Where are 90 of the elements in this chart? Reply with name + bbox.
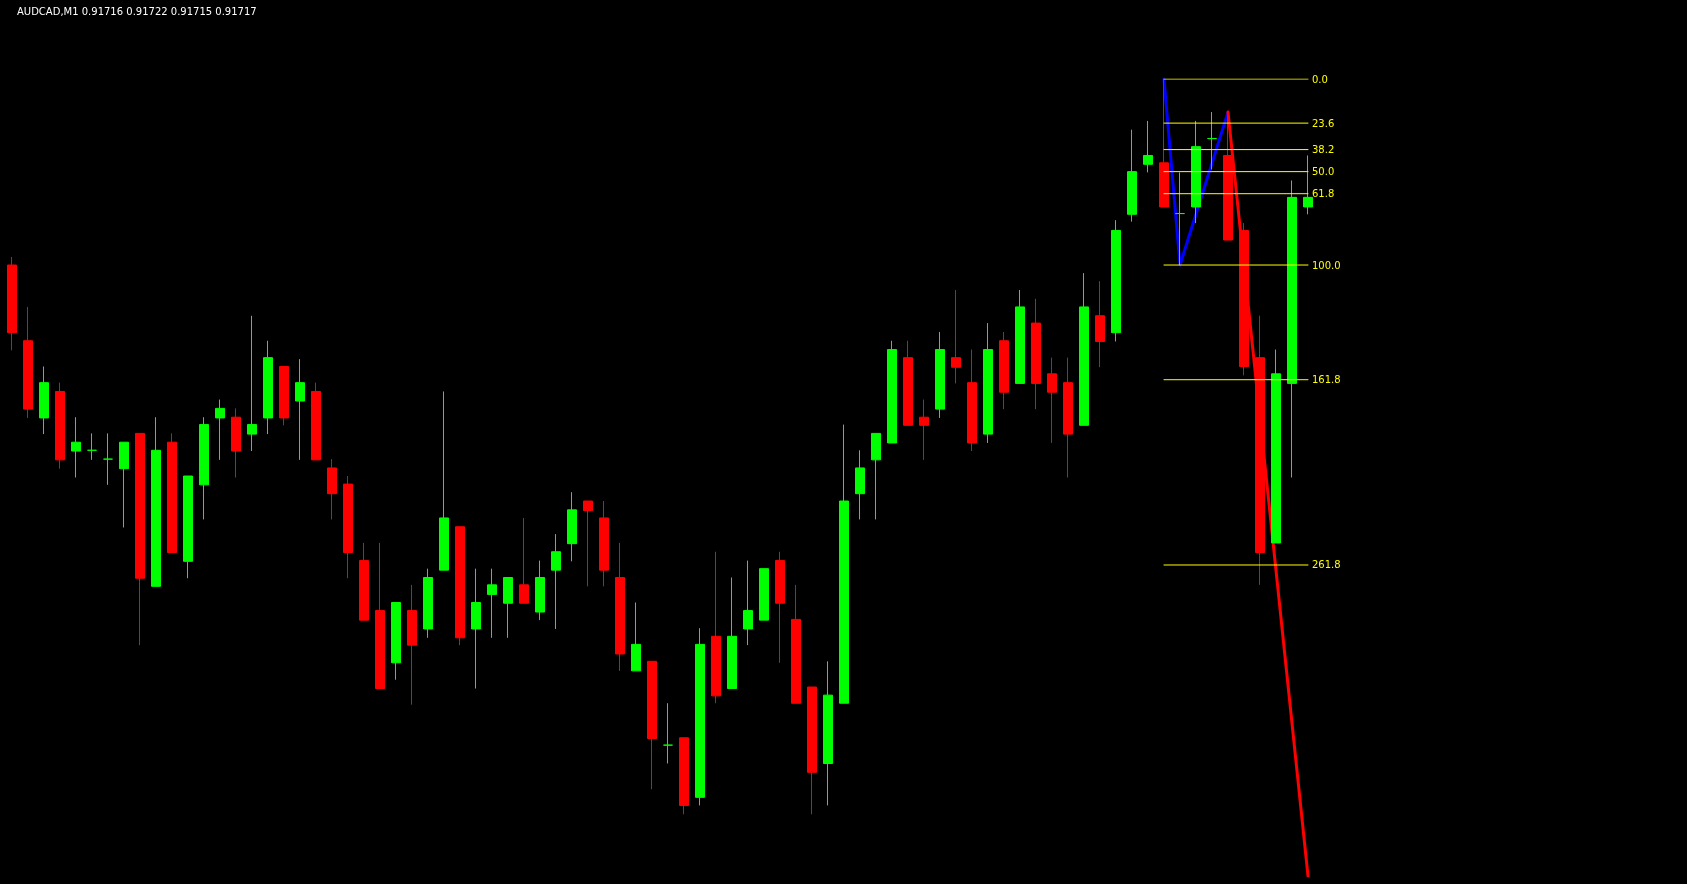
candlestick bbox=[759, 568, 769, 621]
candlestick bbox=[983, 322, 993, 444]
candlestick bbox=[599, 500, 609, 587]
candlestick bbox=[631, 601, 641, 672]
candlestick bbox=[295, 358, 305, 461]
candlestick bbox=[103, 432, 113, 486]
candlestick bbox=[535, 560, 545, 621]
candlestick bbox=[1303, 154, 1313, 215]
candlestick bbox=[567, 491, 577, 562]
candlestick bbox=[1191, 120, 1201, 224]
candlestick bbox=[375, 542, 385, 690]
series-label: 38.2 bbox=[1312, 144, 1335, 156]
candlestick bbox=[279, 365, 289, 426]
candlestick bbox=[119, 441, 129, 528]
candlestick bbox=[1127, 129, 1137, 223]
series-label: 100.0 bbox=[1312, 259, 1341, 271]
candlestick bbox=[583, 500, 593, 587]
candlestick bbox=[663, 702, 673, 765]
candlestick bbox=[519, 517, 529, 604]
candlestick bbox=[871, 432, 881, 520]
candlestick bbox=[887, 340, 897, 444]
candlestick bbox=[1287, 179, 1297, 478]
candlestick bbox=[1175, 171, 1185, 266]
candlestick bbox=[1239, 222, 1249, 376]
candlestick bbox=[775, 551, 785, 664]
series-label: 161.8 bbox=[1312, 374, 1341, 386]
candlestick bbox=[1143, 120, 1153, 173]
candlestick bbox=[1015, 289, 1025, 384]
candlestick bbox=[247, 315, 257, 452]
candlestick bbox=[647, 660, 657, 790]
candlestick bbox=[743, 560, 753, 646]
candlestick bbox=[711, 551, 721, 704]
candlestick bbox=[359, 542, 369, 621]
candlestick bbox=[919, 399, 929, 461]
candlestick bbox=[71, 416, 81, 478]
candlestick bbox=[807, 686, 817, 815]
candlestick bbox=[903, 340, 913, 426]
candlestick bbox=[167, 432, 177, 553]
candlestick bbox=[343, 475, 353, 579]
candlestick bbox=[7, 256, 17, 351]
candlestick bbox=[1095, 280, 1105, 368]
candlestick bbox=[823, 660, 833, 806]
series-label: 261.8 bbox=[1312, 559, 1341, 571]
candlestick bbox=[999, 331, 1009, 410]
candlestick bbox=[1207, 111, 1217, 170]
candlestick bbox=[471, 568, 481, 690]
candlestick bbox=[455, 526, 465, 646]
candlestick bbox=[231, 407, 241, 478]
candlestick bbox=[327, 458, 337, 520]
candlestick bbox=[263, 340, 273, 435]
candlestick bbox=[135, 432, 145, 646]
candlestick bbox=[199, 416, 209, 520]
candlestick bbox=[1047, 357, 1057, 444]
candlestick bbox=[1031, 298, 1041, 410]
candlestick bbox=[391, 601, 401, 681]
candlestick bbox=[615, 542, 625, 672]
candlestick bbox=[407, 584, 417, 706]
series-label: 61.8 bbox=[1312, 188, 1335, 200]
chart-title: AUDCAD,M1 0.91716 0.91722 0.91715 0.91717 bbox=[17, 5, 257, 17]
candlestick bbox=[935, 331, 945, 419]
candlestick bbox=[839, 424, 849, 704]
candlestick bbox=[679, 737, 689, 815]
candlestick bbox=[791, 584, 801, 704]
candlestick bbox=[423, 568, 433, 639]
candlestick bbox=[183, 475, 193, 579]
candlestick bbox=[503, 576, 513, 639]
candlestick bbox=[311, 382, 321, 461]
candlestick bbox=[87, 432, 97, 461]
series-label: 50.0 bbox=[1312, 166, 1335, 178]
candlestick bbox=[1063, 357, 1073, 478]
series-label: 0.0 bbox=[1312, 73, 1328, 85]
series-label: 23.6 bbox=[1312, 117, 1335, 129]
candlestick bbox=[551, 533, 561, 630]
candlestick bbox=[487, 568, 497, 639]
candlestick bbox=[1271, 349, 1281, 544]
candlestick bbox=[215, 399, 225, 461]
candlestick bbox=[1255, 315, 1265, 586]
candlestick bbox=[1159, 78, 1169, 208]
candlestick bbox=[855, 449, 865, 520]
candlestick bbox=[55, 382, 65, 470]
candlestick bbox=[695, 627, 705, 806]
candlestick bbox=[1079, 272, 1089, 426]
candlestick bbox=[151, 416, 161, 587]
candlestick bbox=[23, 306, 33, 419]
candlestick bbox=[967, 349, 977, 452]
candlestick bbox=[727, 576, 737, 690]
candlestick bbox=[39, 365, 49, 435]
candlestick bbox=[951, 289, 961, 384]
candlestick bbox=[1111, 219, 1121, 342]
candlestick bbox=[439, 390, 449, 571]
